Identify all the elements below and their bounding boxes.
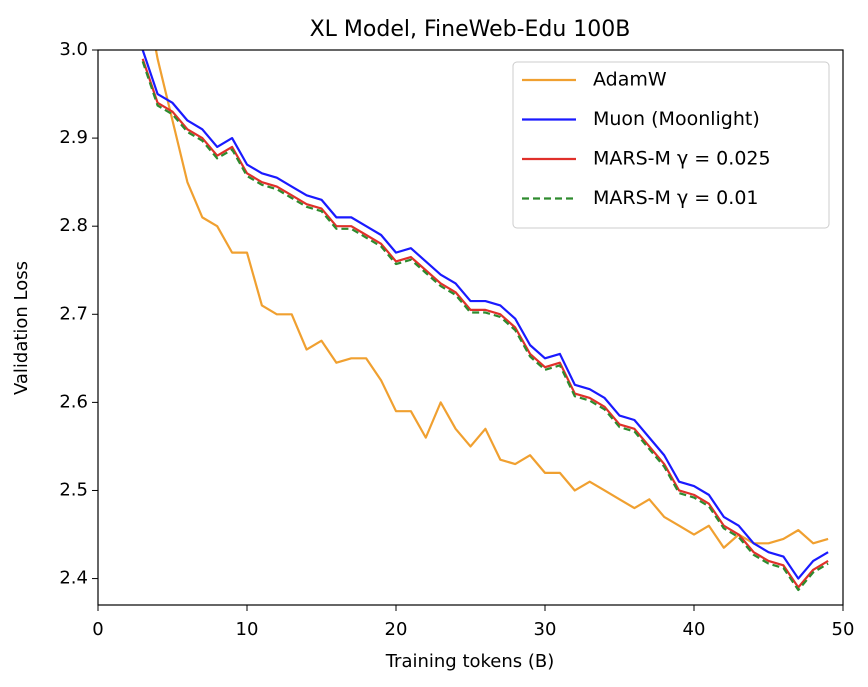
y-tick-label: 2.9 (59, 127, 88, 148)
series-line (141, 58, 829, 589)
y-tick-label: 3.0 (59, 39, 88, 60)
y-tick-label: 2.7 (59, 303, 88, 324)
legend-box (512, 61, 830, 229)
chart-title: XL Model, FineWeb-Edu 100B (310, 17, 631, 42)
x-tick-label: 20 (385, 619, 408, 640)
legend-label: MARS-M γ = 0.01 (593, 187, 759, 209)
x-axis-label: Training tokens (B) (385, 651, 555, 672)
x-tick-label: 50 (832, 619, 855, 640)
series-line (141, 61, 829, 592)
legend-label: AdamW (593, 69, 667, 91)
y-tick-label: 2.8 (59, 215, 88, 236)
y-tick-label: 2.4 (59, 568, 88, 589)
x-tick-label: 40 (683, 619, 706, 640)
series-line (154, 50, 829, 549)
legend-label: Muon (Moonlight) (593, 108, 760, 130)
plot-frame (97, 49, 844, 606)
x-tick-label: 0 (92, 619, 103, 640)
x-tick-label: 10 (236, 619, 259, 640)
y-axis-label: Validation Loss (11, 261, 32, 395)
x-tick-label: 30 (534, 619, 557, 640)
series-line (141, 50, 829, 580)
y-tick-label: 2.5 (59, 479, 88, 500)
y-tick-label: 2.6 (59, 391, 88, 412)
plot-lines (141, 50, 829, 592)
legend-label: MARS-M γ = 0.025 (593, 148, 771, 170)
